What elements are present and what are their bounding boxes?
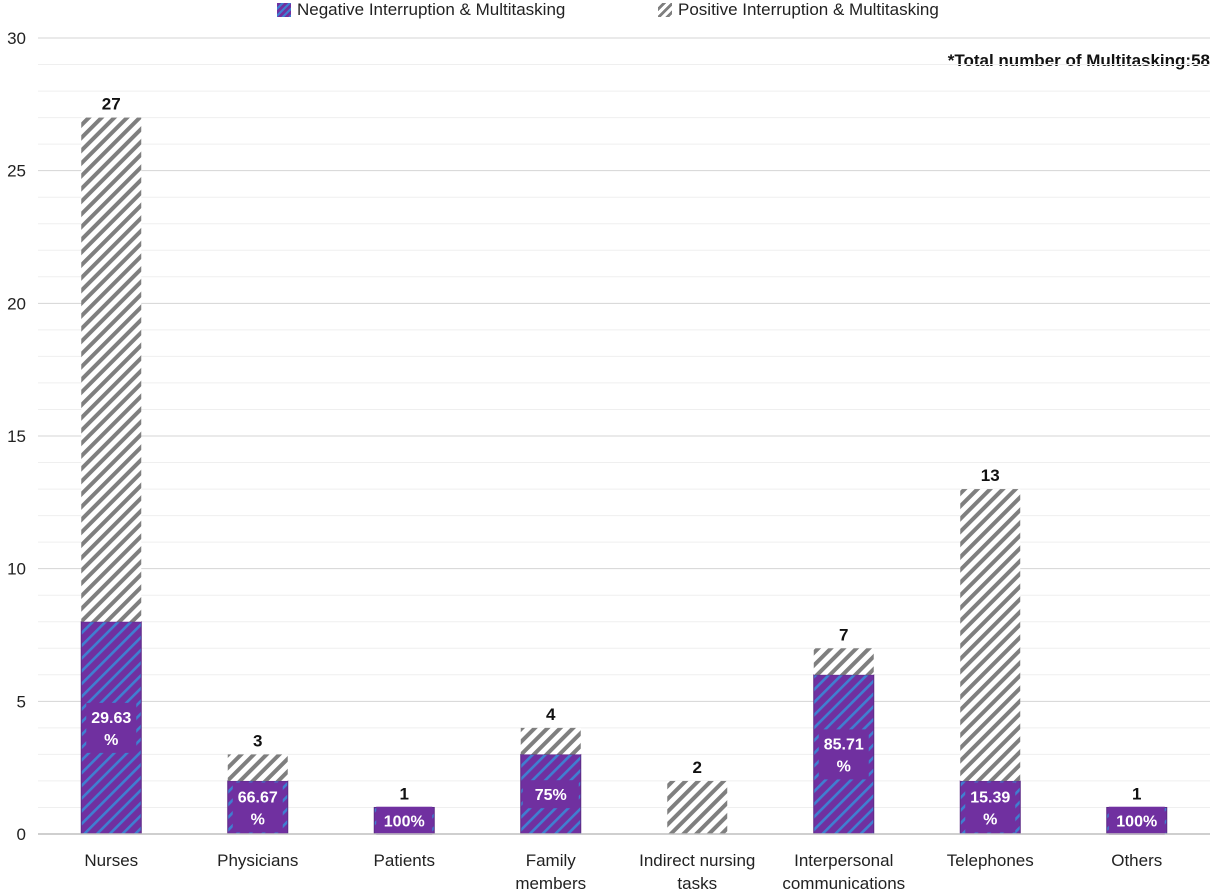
percent-label-bg <box>86 702 137 753</box>
x-tick-label: tasks <box>677 874 717 892</box>
percent-label: % <box>104 732 118 749</box>
total-label: 13 <box>981 466 1000 485</box>
percent-label: 29.63 <box>91 710 131 727</box>
total-label: 3 <box>253 731 262 750</box>
y-tick-label: 20 <box>7 294 26 313</box>
total-note: *Total number of Multitasking:58 <box>947 51 1210 70</box>
x-tick-label: Physicians <box>217 851 298 870</box>
y-tick-label: 30 <box>7 29 26 48</box>
y-axis: 0 5 10 15 20 25 30 <box>7 29 26 844</box>
x-tick-label: Nurses <box>84 851 138 870</box>
percent-label-bg <box>522 780 579 809</box>
y-tick-label: 10 <box>7 560 26 579</box>
total-label: 7 <box>839 625 848 644</box>
legend-item-positive: Positive Interruption & Multitasking <box>658 0 939 20</box>
legend-item-negative: Negative Interruption & Multitasking <box>277 0 565 20</box>
percent-label: 100% <box>384 814 425 831</box>
percent-label-bg <box>376 806 433 835</box>
total-label: 27 <box>102 95 121 114</box>
percent-label: 75% <box>535 787 567 804</box>
legend-swatch-positive <box>658 3 672 17</box>
percent-label: 66.67 <box>238 789 278 806</box>
total-label: 2 <box>693 758 702 777</box>
bar-positive <box>81 117 142 622</box>
percent-label-bg <box>1108 806 1165 835</box>
x-tick-label: Interpersonal <box>794 851 893 870</box>
y-tick-label: 5 <box>17 692 26 711</box>
legend-label-negative: Negative Interruption & Multitasking <box>297 0 566 19</box>
total-label: 1 <box>1132 784 1141 803</box>
legend-label-positive: Positive Interruption & Multitasking <box>678 0 939 19</box>
total-label: 1 <box>400 784 409 803</box>
bar-positive <box>960 489 1021 781</box>
percent-label-bg <box>818 729 869 780</box>
y-tick-label: 0 <box>17 825 26 844</box>
x-tick-label: Patients <box>374 851 435 870</box>
legend: Negative Interruption & Multitasking Pos… <box>0 0 1214 22</box>
x-axis: Nurses Physicians Patients Family members Ind… <box>38 833 1210 892</box>
bar-positive <box>813 648 874 675</box>
legend-swatch-negative <box>277 3 291 17</box>
percent-label: % <box>251 811 265 828</box>
total-label: 4 <box>546 705 556 724</box>
percent-label-bg <box>965 782 1016 833</box>
bar-positive <box>227 754 288 781</box>
percent-label: % <box>983 811 997 828</box>
x-tick-label: members <box>515 874 586 892</box>
gridlines <box>38 37 1210 808</box>
x-tick-label: Telephones <box>947 851 1034 870</box>
percent-label: % <box>837 758 851 775</box>
x-tick-label: Indirect nursing <box>639 851 755 870</box>
y-tick-label: 15 <box>7 427 26 446</box>
bar-positive <box>520 727 581 755</box>
x-tick-label: Others <box>1111 851 1162 870</box>
bar-positive <box>667 780 728 834</box>
percent-label: 100% <box>1116 814 1157 831</box>
y-tick-label: 25 <box>7 162 26 181</box>
percent-label: 15.39 <box>970 789 1010 806</box>
x-tick-label: communications <box>782 874 905 892</box>
percent-label: 85.71 <box>824 736 864 753</box>
percent-label-bg <box>232 782 283 833</box>
x-tick-label: Family <box>526 851 577 870</box>
